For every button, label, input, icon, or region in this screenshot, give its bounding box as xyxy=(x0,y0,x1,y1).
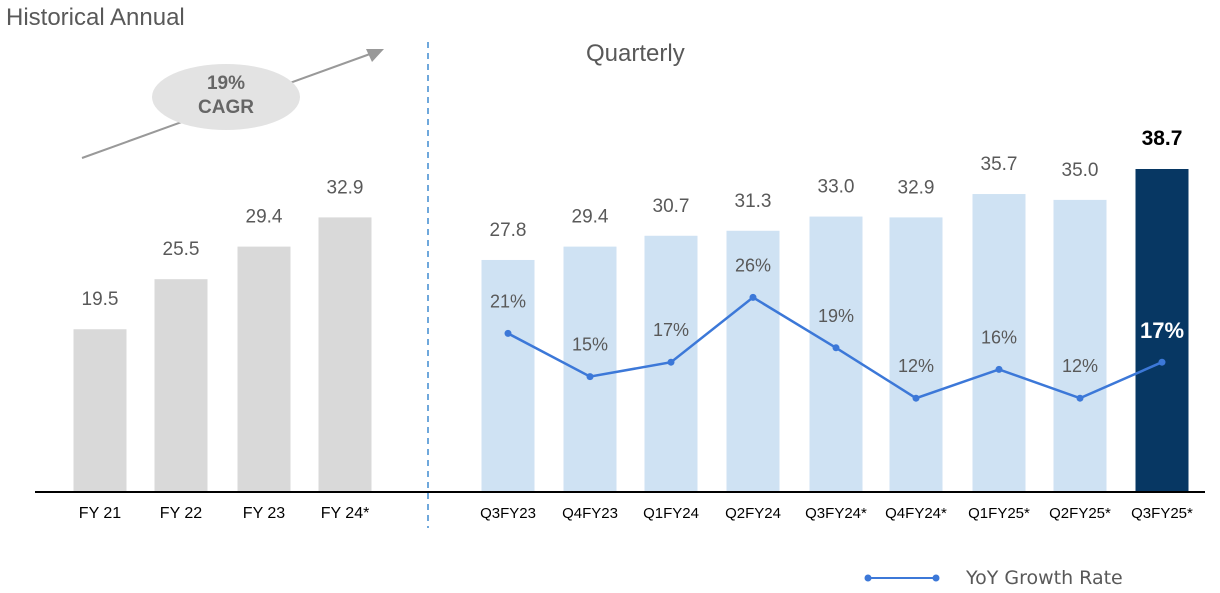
quarter-value-label: 31.3 xyxy=(735,191,772,212)
legend: YoY Growth Rate xyxy=(862,563,1123,593)
legend-label: YoY Growth Rate xyxy=(966,567,1123,589)
yoy-growth-label: 15% xyxy=(572,335,608,355)
yoy-growth-label: 19% xyxy=(818,306,854,326)
yoy-growth-label: 26% xyxy=(735,255,771,275)
quarter-category-label: Q4FY23 xyxy=(562,505,618,522)
yoy-growth-label: 17% xyxy=(1140,318,1184,343)
quarter-value-label: 38.7 xyxy=(1142,127,1183,150)
quarter-value-label: 30.7 xyxy=(653,196,690,217)
quarter-bar xyxy=(481,259,535,492)
quarter-bar xyxy=(726,230,780,492)
quarter-category-label: Q3FY25* xyxy=(1131,505,1193,522)
quarter-category-label: Q1FY24 xyxy=(643,505,699,522)
legend-line-icon xyxy=(864,574,940,582)
annual-bar xyxy=(73,329,127,492)
quarter-value-label: 33.0 xyxy=(818,177,855,198)
yoy-growth-point xyxy=(1076,394,1084,402)
annual-bar xyxy=(237,246,291,492)
yoy-growth-label: 21% xyxy=(490,291,526,311)
quarter-category-label: Q4FY24* xyxy=(885,505,947,522)
quarter-category-label: Q2FY25* xyxy=(1049,505,1111,522)
cagr-annotation: 19% CAGR xyxy=(152,72,300,120)
quarter-category-label: Q3FY23 xyxy=(480,505,536,522)
yoy-growth-point xyxy=(995,365,1003,373)
yoy-growth-label: 12% xyxy=(1062,356,1098,376)
annual-category-label: FY 22 xyxy=(160,505,203,522)
quarter-bar xyxy=(972,194,1026,492)
yoy-growth-point xyxy=(667,358,675,366)
cagr-percent: 19% xyxy=(206,73,246,94)
quarter-value-label: 27.8 xyxy=(490,220,527,241)
yoy-growth-point xyxy=(832,344,840,352)
quarter-category-label: Q3FY24* xyxy=(805,505,867,522)
yoy-growth-label: 12% xyxy=(898,356,934,376)
quarter-bar xyxy=(809,216,863,492)
yoy-growth-point xyxy=(504,329,512,337)
annual-value-label: 32.9 xyxy=(327,177,364,198)
quarter-value-label: 32.9 xyxy=(898,177,935,198)
quarter-bar xyxy=(563,246,617,492)
cagr-arrow-head xyxy=(366,49,384,62)
yoy-growth-label: 16% xyxy=(981,327,1017,347)
annual-category-label: FY 23 xyxy=(243,505,286,522)
yoy-growth-label: 17% xyxy=(653,320,689,340)
quarter-value-label: 35.0 xyxy=(1062,160,1099,181)
cagr-bubble xyxy=(152,64,300,130)
quarter-bar xyxy=(1053,199,1107,492)
yoy-growth-point xyxy=(586,373,594,381)
annual-value-label: 29.4 xyxy=(246,207,283,228)
annual-value-label: 25.5 xyxy=(163,239,200,260)
annual-category-label: FY 21 xyxy=(79,505,122,522)
annual-category-label: FY 24* xyxy=(321,505,370,522)
yoy-growth-point xyxy=(1158,358,1166,366)
quarter-category-label: Q2FY24 xyxy=(725,505,781,522)
highlighted-quarter-bar xyxy=(1135,169,1189,492)
quarter-value-label: 29.4 xyxy=(572,207,609,228)
annual-bar xyxy=(318,217,372,492)
yoy-growth-point xyxy=(749,293,757,301)
quarter-category-label: Q1FY25* xyxy=(968,505,1030,522)
cagr-label: CAGR xyxy=(198,97,254,118)
yoy-growth-point xyxy=(912,394,920,402)
quarter-bar xyxy=(889,217,943,492)
annual-bar xyxy=(154,279,208,492)
annual-value-label: 19.5 xyxy=(82,289,119,310)
quarterly-title: Quarterly xyxy=(586,40,685,67)
historical-annual-title: Historical Annual xyxy=(6,4,185,31)
quarter-value-label: 35.7 xyxy=(981,154,1018,175)
